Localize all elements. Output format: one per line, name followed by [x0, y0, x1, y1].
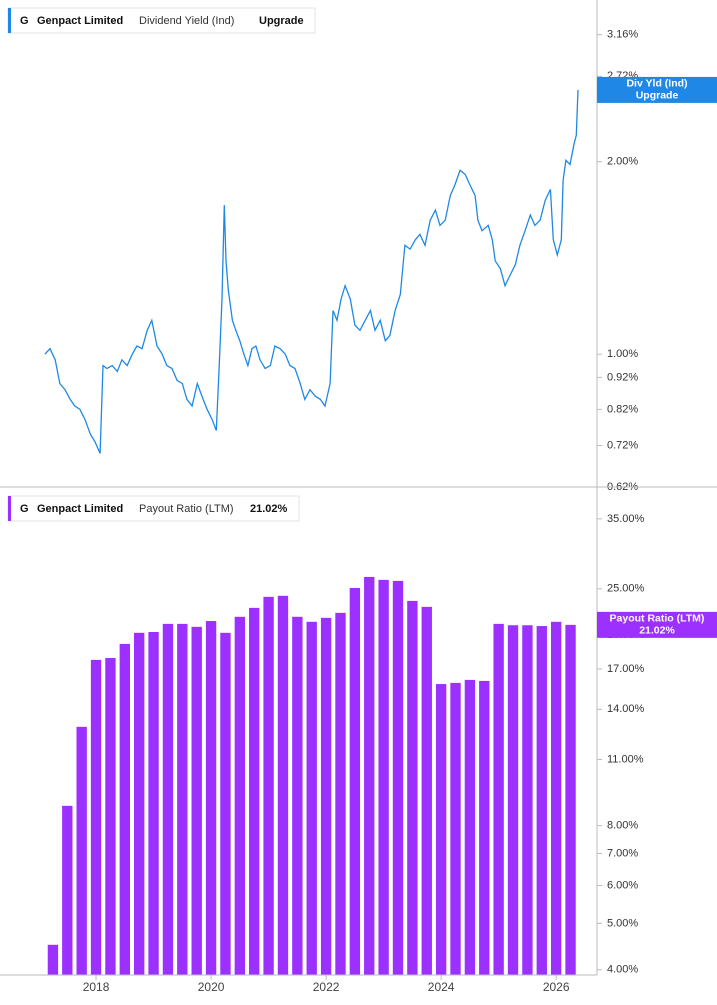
y-tick-label: 25.00% — [607, 583, 645, 595]
x-tick-label: 2018 — [83, 980, 110, 994]
legend-series: Payout Ratio (LTM) — [139, 503, 234, 515]
badge-value: 21.02% — [639, 625, 675, 637]
badges: Div Yld (Ind)Upgrade Payout Ratio (LTM)21… — [597, 76, 717, 638]
legend-box — [7, 495, 300, 522]
legend-ticker: G — [20, 15, 29, 27]
y-tick-label: 4.00% — [607, 964, 638, 976]
bar — [306, 621, 317, 975]
x-tick-label: 2022 — [313, 980, 340, 994]
bar — [550, 621, 562, 975]
bar — [479, 680, 490, 975]
bar — [522, 625, 533, 975]
y-tick-label: 6.00% — [607, 879, 638, 891]
bar — [320, 617, 332, 975]
y-tick-label: 35.00% — [607, 513, 645, 525]
bar — [565, 624, 576, 975]
bar — [277, 595, 289, 975]
bar — [392, 580, 404, 975]
legend: G Genpact Limited Payout Ratio (LTM) 21.… — [7, 495, 300, 522]
bar — [464, 679, 476, 975]
bar — [435, 684, 447, 975]
y-tick-label: 11.00% — [607, 753, 644, 765]
bar — [421, 606, 432, 975]
x-tick-label: 2024 — [428, 980, 455, 994]
badge-value: Upgrade — [636, 90, 679, 102]
value-badge — [597, 76, 717, 103]
bar — [177, 623, 188, 975]
bar — [234, 616, 246, 975]
bar — [364, 576, 375, 975]
bar — [536, 626, 547, 975]
y-tick-label: 5.00% — [607, 917, 638, 929]
bar — [76, 726, 87, 975]
bar — [220, 632, 231, 975]
bar — [349, 587, 361, 975]
y-tick-label: 14.00% — [607, 703, 645, 715]
bar — [105, 658, 116, 975]
bar — [493, 623, 504, 975]
bar — [292, 616, 303, 975]
bar — [507, 625, 519, 975]
bar — [378, 579, 389, 975]
bar — [148, 631, 159, 975]
legend-ticker: G — [20, 503, 29, 515]
bar — [162, 623, 174, 975]
y-tick-label: 0.82% — [607, 403, 638, 415]
legend-company: Genpact Limited — [37, 15, 123, 27]
y-tick-label: 7.00% — [607, 847, 638, 859]
bar — [450, 682, 461, 975]
y-tick-label: 0.92% — [607, 371, 638, 383]
plots: 3.16%2.72%2.00%1.00%0.92%0.82%0.72%0.62%… — [44, 29, 645, 994]
legend-swatch — [8, 8, 11, 33]
badge-label: Div Yld (Ind) — [626, 78, 687, 90]
legend-value: 21.02% — [250, 503, 288, 515]
legend-value: Upgrade — [259, 15, 304, 27]
bar — [205, 621, 217, 975]
legend-series: Dividend Yield (Ind) — [139, 15, 234, 27]
legend-swatch — [8, 496, 11, 521]
y-tick-label: 2.00% — [607, 156, 638, 168]
bar — [335, 612, 346, 975]
y-tick-label: 0.72% — [607, 439, 638, 451]
x-tick-label: 2020 — [198, 980, 225, 994]
bar — [47, 944, 59, 975]
bar — [263, 596, 274, 975]
bar — [249, 607, 260, 975]
y-tick-label: 8.00% — [607, 820, 638, 832]
bar — [191, 626, 202, 975]
x-tick-label: 2026 — [543, 980, 570, 994]
bar — [90, 659, 102, 975]
y-tick-label: 1.00% — [607, 348, 638, 360]
value-badge — [597, 611, 717, 638]
bar — [407, 600, 418, 975]
legend: G Genpact Limited Dividend Yield (Ind) U… — [7, 7, 316, 34]
badge-label: Payout Ratio (LTM) — [610, 613, 705, 625]
legend-company: Genpact Limited — [37, 503, 123, 515]
bar — [119, 643, 130, 975]
bar — [134, 632, 145, 975]
y-tick-label: 3.16% — [607, 29, 638, 41]
bar — [62, 805, 73, 975]
y-tick-label: 17.00% — [607, 663, 645, 675]
line — [44, 89, 579, 454]
